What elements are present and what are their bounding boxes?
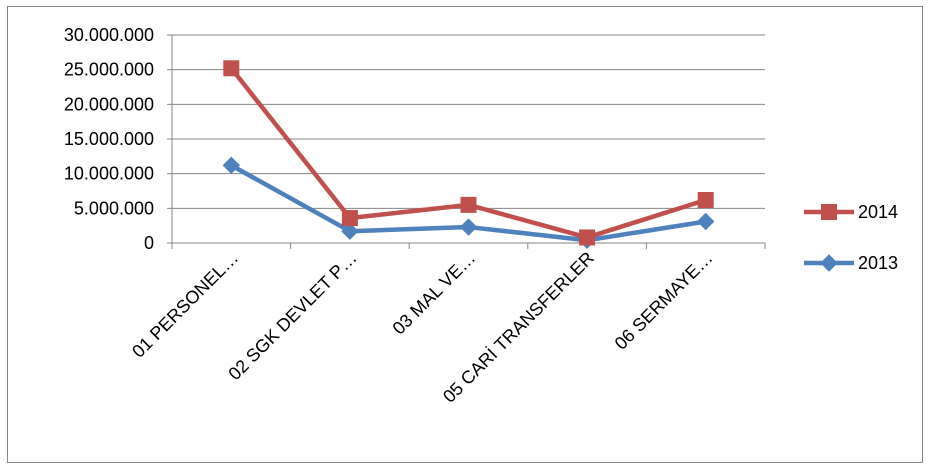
y-tick-label: 10.000.000	[64, 164, 154, 184]
series	[222, 60, 715, 249]
legend-marker	[821, 204, 837, 220]
legend-entry-2013: 2013	[804, 253, 898, 273]
x-tick-label: 02 SGK DEVLET P…	[224, 248, 360, 384]
line-chart: 30.000.000 25.000.000 20.000.000 15.000.000…	[64, 25, 898, 407]
x-tick-labels: 01 PERSONEL…02 SGK DEVLET P… 03 MAL VE…05…	[128, 248, 716, 407]
data-point-2014	[697, 192, 714, 209]
data-point-2013	[459, 218, 478, 236]
y-tick-label: 5.000.000	[74, 198, 154, 218]
x-tick-label: 01 PERSONEL…	[128, 248, 242, 362]
legend-entry-2014: 2014	[804, 202, 898, 222]
y-tick-label: 30.000.000	[64, 25, 154, 45]
y-tick-label: 20.000.000	[64, 94, 154, 114]
legend-label: 2014	[858, 202, 898, 222]
data-point-2013	[341, 222, 359, 240]
x-tick-label: 03 MAL VE…	[389, 248, 480, 339]
chart-frame: 30.000.000 25.000.000 20.000.000 15.000.000…	[7, 6, 923, 463]
legend: 2014 2013	[804, 202, 898, 273]
axes	[167, 34, 766, 249]
y-tick-labels: 30.000.000 25.000.000 20.000.000 15.000.000…	[64, 25, 154, 253]
x-tick-label: 06 SERMAYE…	[611, 248, 717, 354]
y-tick-label: 15.000.000	[64, 129, 154, 149]
y-tick-label: 0	[144, 233, 154, 253]
data-point-2014	[460, 196, 477, 213]
y-tick-label: 25.000.000	[64, 60, 154, 80]
data-point-2013	[222, 156, 241, 175]
legend-marker	[820, 254, 838, 272]
data-point-2014	[341, 210, 358, 227]
data-point-2013	[696, 212, 715, 231]
series-2014	[223, 60, 714, 246]
data-point-2014	[223, 60, 240, 77]
legend-label: 2013	[858, 253, 898, 273]
data-point-2014	[579, 229, 596, 246]
